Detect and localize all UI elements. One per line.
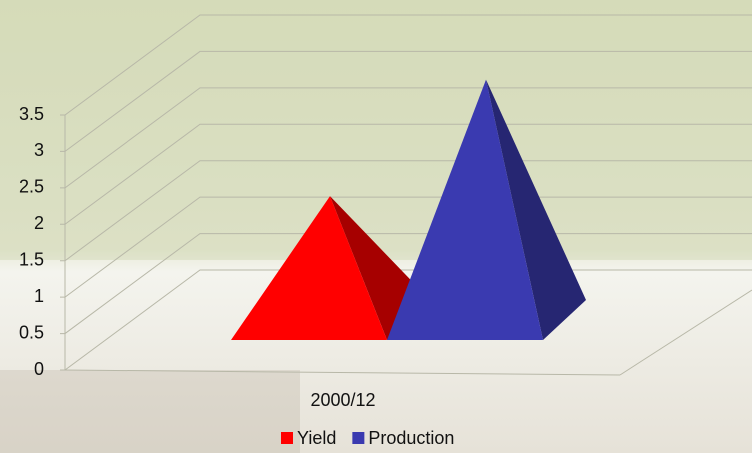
grid-line: [60, 14, 752, 116]
y-tick-label: 0.5: [19, 322, 44, 342]
y-tick-label: 3.5: [19, 104, 44, 124]
y-tick-label: 3: [34, 140, 44, 160]
grid-line: [60, 50, 752, 152]
legend-swatch: [281, 432, 293, 444]
legend-swatch: [352, 432, 365, 444]
floor-edge: [619, 289, 752, 376]
y-tick-label: 1: [34, 286, 44, 306]
y-tick-label: 1.5: [19, 249, 44, 269]
background-photo: [0, 0, 752, 260]
grid-line: [60, 87, 752, 189]
y-tick-label: 2: [34, 213, 44, 233]
pyramid-side: [486, 79, 586, 341]
y-tick-label: 0: [34, 359, 44, 379]
y-tick-label: 2.5: [19, 177, 44, 197]
pyramid: [231, 196, 387, 340]
floor-edge: [64, 369, 621, 376]
pyramid: [387, 79, 543, 341]
x-tick-label: 2000/12: [310, 390, 375, 410]
background-photo: [0, 370, 300, 453]
legend-label: Yield: [297, 428, 336, 448]
legend-label: Production: [368, 428, 454, 448]
